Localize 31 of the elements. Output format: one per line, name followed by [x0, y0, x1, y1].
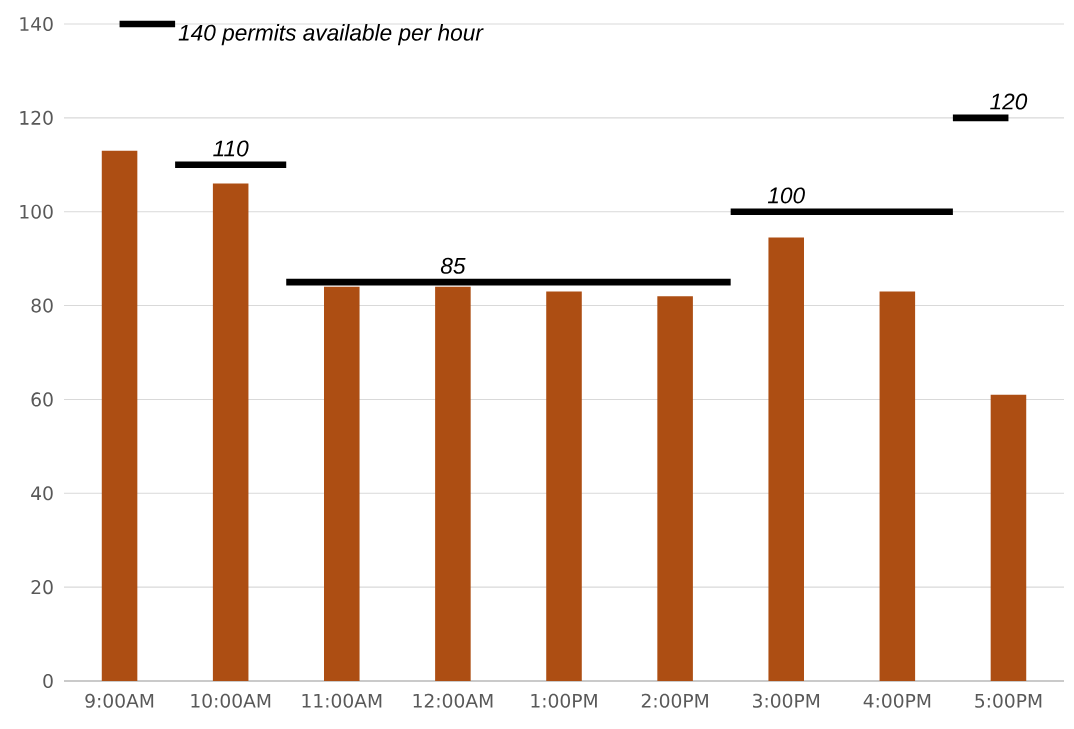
bar: [324, 286, 360, 681]
x-tick-label: 11:00AM: [302, 693, 382, 708]
bar: [546, 291, 582, 681]
x-tick-label: 5:00PM: [975, 693, 1042, 708]
x-tick-label: 12:00AM: [413, 693, 493, 708]
x-tick-label: 10:00AM: [191, 693, 271, 708]
bar: [990, 394, 1027, 681]
annotation: 120: [990, 93, 1028, 110]
annotation: 100: [767, 187, 805, 204]
bar: [768, 237, 804, 681]
y-tick-label: 100: [20, 204, 53, 219]
y-tick-label: 40: [31, 486, 53, 501]
x-tick-label: 3:00PM: [753, 693, 820, 708]
y-tick-label: 20: [31, 580, 53, 595]
annotation: 140 permits available per hour: [178, 24, 484, 46]
bar: [879, 291, 916, 681]
bar: [101, 150, 138, 681]
bar: [212, 183, 249, 681]
annotation: 110: [213, 140, 249, 157]
annotation: 85: [440, 257, 466, 274]
y-tick-label: 120: [20, 110, 53, 125]
y-tick-label: 80: [31, 298, 53, 313]
bar: [435, 286, 471, 681]
y-tick-label: 140: [20, 16, 53, 32]
x-tick-label: 4:00PM: [863, 693, 931, 708]
x-tick-label: 2:00PM: [641, 693, 708, 708]
y-tick-label: 60: [31, 392, 53, 407]
x-tick-label: 9:00AM: [85, 693, 154, 708]
y-tick-label: 0: [43, 673, 53, 689]
bar: [657, 296, 693, 681]
x-tick-label: 1:00PM: [531, 693, 597, 708]
